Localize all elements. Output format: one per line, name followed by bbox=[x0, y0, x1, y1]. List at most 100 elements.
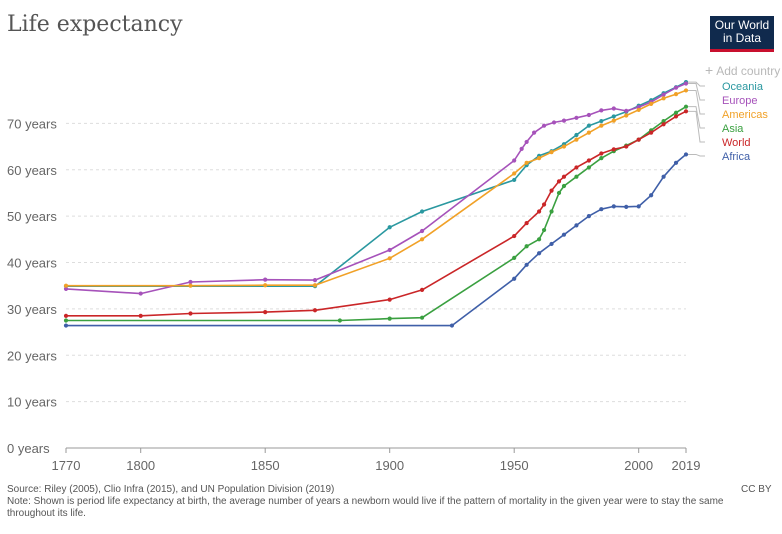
data-point-africa bbox=[549, 241, 554, 247]
data-point-africa bbox=[661, 174, 666, 179]
x-tick-label: 1800 bbox=[126, 458, 155, 473]
data-point-africa bbox=[673, 160, 679, 165]
data-point-europe bbox=[519, 146, 524, 151]
data-point-africa bbox=[524, 262, 529, 267]
data-point-world bbox=[574, 165, 579, 170]
data-point-asia bbox=[599, 156, 604, 161]
data-point-africa bbox=[449, 323, 455, 328]
data-point-world bbox=[541, 202, 547, 207]
data-point-oceania bbox=[574, 132, 579, 138]
data-point-world bbox=[524, 220, 529, 226]
data-point-africa bbox=[599, 207, 604, 212]
data-point-americas bbox=[188, 283, 193, 288]
data-point-world bbox=[536, 209, 542, 214]
plus-icon: + bbox=[705, 62, 714, 78]
data-point-americas bbox=[624, 113, 629, 118]
data-point-europe bbox=[586, 112, 591, 118]
data-point-asia bbox=[536, 237, 542, 242]
data-point-americas bbox=[574, 137, 579, 142]
series-line-world bbox=[66, 110, 687, 317]
data-point-europe bbox=[512, 158, 517, 163]
data-point-europe bbox=[611, 106, 616, 111]
logo-line-2: in Data bbox=[722, 31, 762, 45]
data-point-africa bbox=[649, 193, 654, 198]
data-point-world bbox=[556, 179, 562, 184]
data-point-europe bbox=[661, 92, 666, 97]
data-point-world bbox=[599, 151, 604, 156]
data-point-world bbox=[586, 158, 591, 163]
data-point-americas bbox=[263, 283, 268, 288]
data-point-americas bbox=[512, 171, 517, 176]
license-link[interactable]: CC BY bbox=[741, 484, 772, 495]
chart-title: Life expectancy bbox=[7, 12, 183, 37]
data-point-asia bbox=[561, 183, 567, 189]
add-country-button[interactable]: + Add country bbox=[705, 62, 780, 78]
legend-label-asia: Asia bbox=[722, 123, 744, 135]
data-point-asia bbox=[387, 316, 392, 321]
data-point-oceania bbox=[611, 114, 616, 119]
data-point-americas bbox=[561, 144, 567, 149]
legend-connector-asia bbox=[688, 106, 705, 129]
series-line-africa bbox=[66, 153, 687, 327]
line-chart: 0 years 10 years 20 years 30 years 40 years 5… bbox=[7, 80, 768, 473]
data-point-americas bbox=[673, 92, 679, 97]
y-tick-label: 40 years bbox=[7, 256, 57, 271]
data-point-world bbox=[636, 137, 641, 142]
data-point-africa bbox=[636, 204, 641, 209]
series-line-europe bbox=[65, 82, 687, 295]
logo-accent-bar bbox=[710, 49, 774, 52]
logo-line-1: Our World bbox=[714, 18, 770, 32]
data-point-oceania bbox=[512, 177, 517, 183]
footnote: Note: Shown is period life expectancy at… bbox=[7, 496, 724, 519]
add-country-label: Add country bbox=[716, 64, 781, 78]
data-point-americas bbox=[683, 88, 689, 93]
series-line-americas bbox=[66, 89, 687, 287]
data-point-americas bbox=[419, 237, 425, 242]
data-point-europe bbox=[624, 108, 629, 113]
data-point-europe bbox=[419, 228, 425, 234]
data-point-oceania bbox=[599, 118, 604, 124]
data-point-africa bbox=[561, 232, 567, 237]
data-point-world bbox=[63, 313, 69, 318]
data-point-americas bbox=[661, 96, 666, 101]
data-point-asia bbox=[661, 118, 666, 124]
x-tick-label: 2019 bbox=[672, 458, 701, 473]
data-point-asia bbox=[586, 165, 591, 170]
legend-connector-africa bbox=[688, 153, 705, 157]
data-point-americas bbox=[387, 256, 392, 261]
data-point-americas bbox=[649, 101, 654, 106]
data-point-world bbox=[549, 188, 554, 193]
data-point-americas bbox=[312, 283, 318, 288]
data-point-asia bbox=[337, 318, 342, 323]
legend-label-europe: Europe bbox=[722, 95, 757, 107]
data-point-americas bbox=[549, 150, 554, 155]
data-point-asia bbox=[512, 255, 517, 260]
data-point-world bbox=[263, 310, 268, 315]
data-point-africa bbox=[683, 152, 689, 157]
data-point-americas bbox=[611, 118, 616, 123]
data-point-americas bbox=[636, 107, 641, 113]
data-point-asia bbox=[419, 315, 425, 320]
data-point-asia bbox=[673, 110, 679, 115]
data-point-world bbox=[661, 122, 666, 127]
data-point-asia bbox=[549, 209, 554, 214]
legend-connector-americas bbox=[688, 89, 705, 115]
data-point-asia bbox=[63, 318, 69, 323]
y-tick-label: 0 years bbox=[7, 441, 50, 456]
data-point-world bbox=[624, 144, 629, 149]
data-point-world bbox=[683, 109, 689, 114]
y-tick-label: 70 years bbox=[7, 116, 57, 131]
data-point-world bbox=[611, 147, 616, 152]
data-point-world bbox=[312, 308, 318, 313]
y-tick-label: 20 years bbox=[7, 348, 57, 363]
data-point-europe bbox=[312, 278, 318, 283]
data-point-africa bbox=[536, 251, 542, 256]
data-point-europe bbox=[541, 123, 547, 128]
data-point-asia bbox=[556, 190, 562, 196]
data-point-europe bbox=[673, 85, 679, 90]
data-point-europe bbox=[138, 291, 143, 296]
data-point-asia bbox=[524, 244, 529, 249]
owid-logo[interactable]: Our World in Data bbox=[710, 16, 774, 52]
data-point-europe bbox=[561, 118, 567, 123]
legend-connector-oceania bbox=[688, 81, 705, 87]
